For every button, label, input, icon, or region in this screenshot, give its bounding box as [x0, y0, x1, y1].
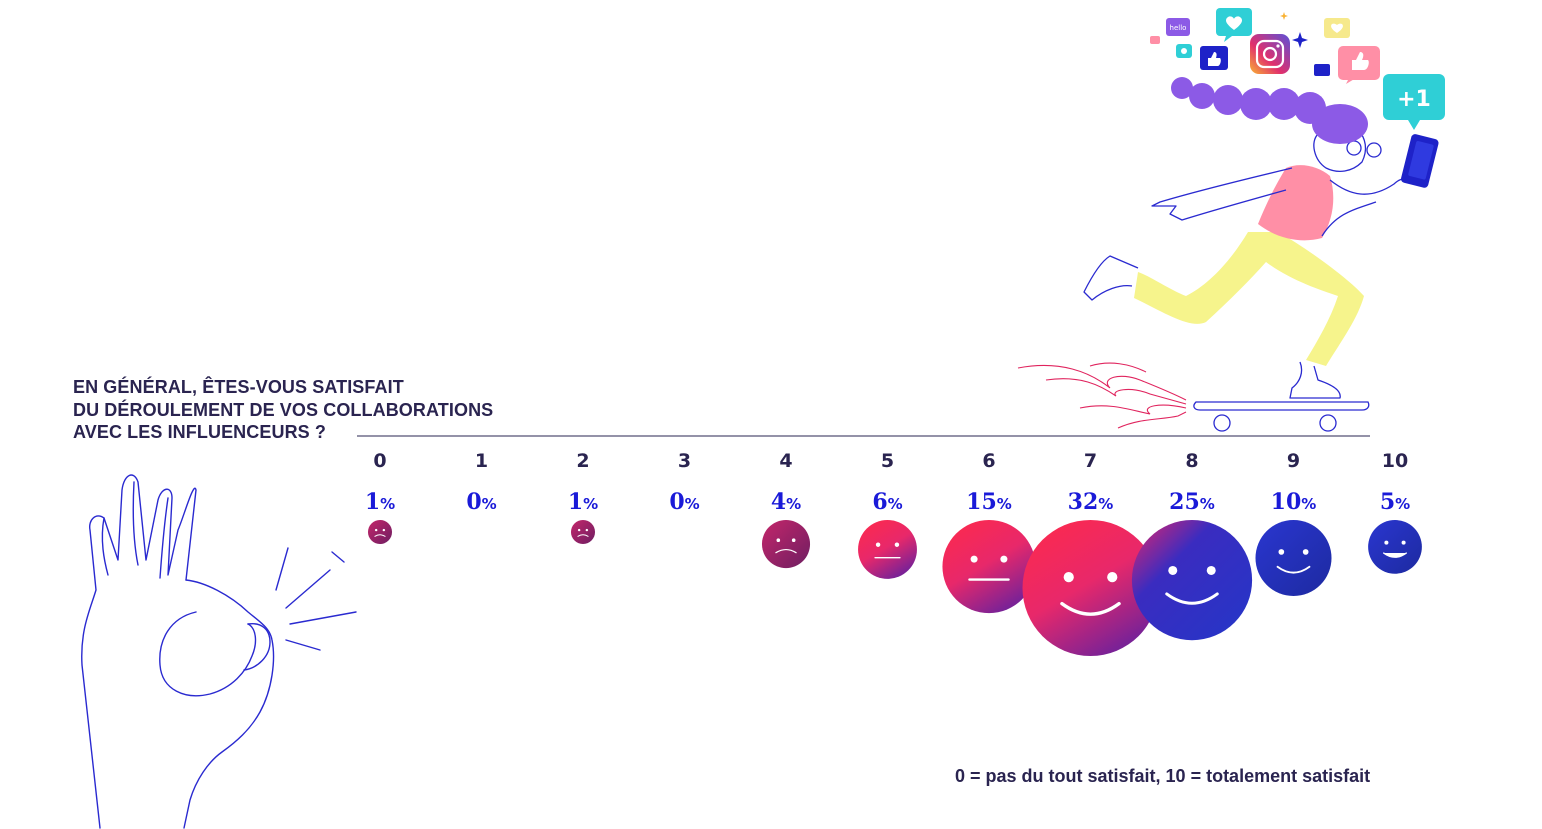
tick-label-1: 1 — [475, 450, 488, 472]
face-mouth-8 — [1165, 592, 1219, 605]
percent-label-8: 25% — [1169, 489, 1215, 515]
question-title: EN GÉNÉRAL, ÊTES-VOUS SATISFAIT DU DÉROU… — [73, 376, 593, 444]
face-circle-10 — [1368, 520, 1422, 574]
small-pink-bubble-icon — [1150, 36, 1160, 44]
face-circle-8 — [1131, 520, 1253, 641]
face-mouth-4 — [775, 548, 797, 554]
sparkle-icon — [1280, 12, 1308, 48]
tick-label-10: 10 — [1382, 450, 1408, 472]
face-mouth-9 — [1276, 565, 1311, 574]
face-bubble-0 — [367, 520, 393, 545]
tick-label-7: 7 — [1084, 450, 1097, 472]
face-mouth-10 — [1383, 552, 1407, 558]
shirt — [1258, 165, 1334, 241]
face-mouth-2 — [577, 534, 589, 537]
like-blue-icon — [1200, 46, 1228, 70]
percent-label-0: 1% — [365, 489, 395, 515]
phone-icon — [1400, 134, 1439, 188]
face-bubble-6 — [942, 520, 1036, 614]
tick-label-4: 4 — [779, 450, 792, 472]
tick-label-6: 6 — [982, 450, 995, 472]
percent-label-7: 32% — [1068, 489, 1114, 515]
face-bubble-5 — [858, 520, 917, 579]
tick-label-2: 2 — [576, 450, 589, 472]
tick-label-8: 8 — [1185, 450, 1198, 472]
plus-one-bubble-icon: +1 — [1383, 74, 1445, 130]
tick-label-3: 3 — [678, 450, 691, 472]
skater-illustration: +1 — [1017, 8, 1445, 432]
face-bubble-9 — [1255, 520, 1332, 597]
percent-label-10: 5% — [1380, 489, 1410, 515]
percent-label-3: 0% — [669, 489, 699, 515]
twitter-bubble-icon — [1176, 44, 1192, 58]
face-circle-7 — [1022, 520, 1159, 656]
face-mouth-7 — [1060, 601, 1121, 616]
percent-label-2: 1% — [568, 489, 598, 515]
question-line-1: EN GÉNÉRAL, ÊTES-VOUS SATISFAIT — [73, 377, 404, 397]
heart-yellow-icon — [1324, 18, 1350, 38]
face-circle-2 — [570, 520, 596, 545]
face-circle-0 — [367, 520, 393, 545]
face-bubble-7 — [1022, 520, 1159, 656]
tick-label-5: 5 — [881, 450, 894, 472]
small-plus-one-icon — [1314, 64, 1330, 76]
percent-label-5: 6% — [872, 489, 902, 515]
fire-trail — [1017, 362, 1187, 429]
percent-label-4: 4% — [771, 489, 801, 515]
instagram-icon — [1250, 34, 1290, 74]
percent-label-9: 10% — [1271, 489, 1317, 515]
heart-bubble-icon — [1216, 8, 1252, 42]
question-line-2: DU DÉROULEMENT DE VOS COLLABORATIONS — [73, 399, 494, 420]
hello-bubble-icon: hello — [1166, 18, 1190, 36]
face-mouth-0 — [374, 534, 386, 537]
face-bubble-8 — [1131, 520, 1253, 641]
percent-labels: 1% 0% 1% 0% 4% 6% 15% 32% 25% 10% 5% — [365, 489, 1410, 515]
face-bubbles — [367, 520, 1422, 656]
thumbs-up-pink-icon — [1338, 46, 1380, 84]
plus-one-text: +1 — [1397, 87, 1431, 112]
tick-label-0: 0 — [373, 450, 386, 472]
tick-labels: 0 1 2 3 4 5 6 7 8 9 10 — [373, 450, 1408, 472]
face-circle-6 — [942, 520, 1036, 614]
pants — [1134, 232, 1364, 366]
face-circle-5 — [858, 520, 917, 579]
scale-legend: 0 = pas du tout satisfait, 10 = totaleme… — [955, 766, 1371, 786]
question-line-3: AVEC LES INFLUENCEURS ? — [73, 422, 326, 442]
percent-label-6: 15% — [966, 489, 1012, 515]
ok-hand-illustration — [81, 474, 357, 829]
face-bubble-10 — [1368, 520, 1422, 574]
social-icons: +1 — [1150, 8, 1445, 130]
hair — [1171, 77, 1368, 144]
face-circle-4 — [761, 520, 811, 569]
tick-label-9: 9 — [1287, 450, 1300, 472]
hello-text: hello — [1170, 24, 1187, 32]
face-bubble-4 — [761, 520, 811, 569]
face-bubble-2 — [570, 520, 596, 545]
percent-label-1: 0% — [466, 489, 496, 515]
skateboard — [1193, 401, 1370, 432]
face-circle-9 — [1255, 520, 1332, 597]
